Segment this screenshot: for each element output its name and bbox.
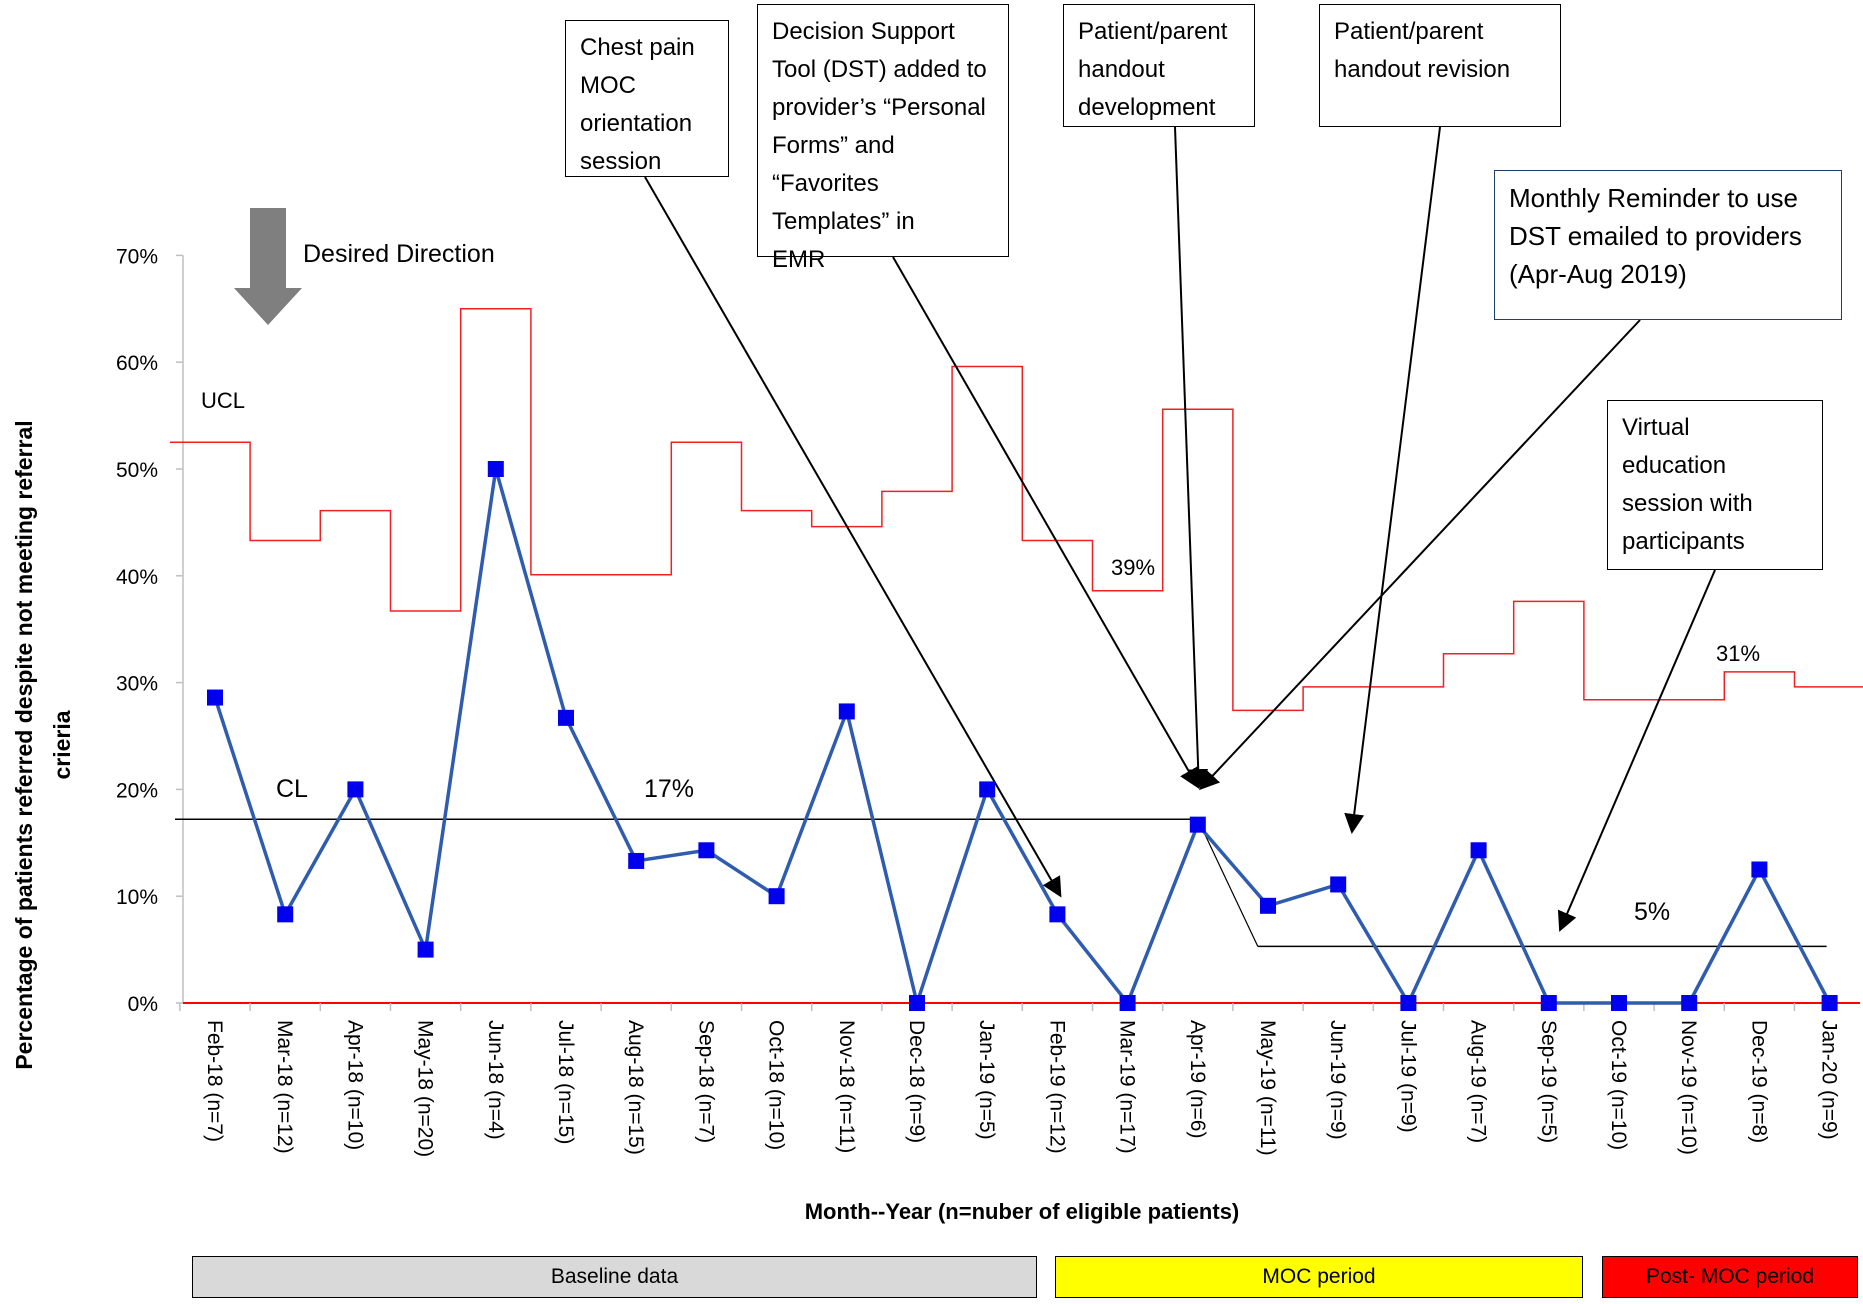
arrow-virtual-education [1557,569,1716,932]
data-point [698,842,715,859]
ucl-dec19-value-label: 31% [1716,641,1760,666]
x-tick-label: Jun-18 (n=4) [484,1020,507,1140]
y-axis-title-line1: Percentage of patients referred despite … [11,420,37,1069]
data-point [909,995,925,1011]
y-axis-title-line2: crieria [49,710,75,779]
data-point [277,906,294,923]
y-tick-label: 40% [116,566,158,589]
annotation-monthly-reminder: Monthly Reminder to use DST emailed to p… [1494,170,1842,320]
x-tick-label: Oct-19 (n=10) [1607,1020,1630,1150]
annotation-chest-pain: Chest pain MOC orientation session [565,20,729,177]
x-tick-label: Jan-19 (n=5) [975,1020,998,1140]
x-tick-label: Oct-18 (n=10) [765,1020,788,1150]
x-tick-label: Nov-18 (n=11) [835,1020,858,1153]
data-point [207,689,223,706]
y-tick-label: 50% [116,459,158,482]
arrow-dst [892,256,1199,789]
arrow-monthly-reminder [1199,319,1641,791]
desired-direction-label: Desired Direction [303,240,495,268]
annotation-dst: Decision Support Tool (DST) added to pro… [757,4,1009,273]
y-tick-label: 0% [128,993,158,1016]
data-point [1400,995,1417,1011]
ucl-line [169,308,1863,712]
cl-label: CL [276,775,308,803]
phase-moc: MOC period [1055,1256,1583,1298]
x-tick-label: Jul-19 (n=9) [1396,1020,1419,1133]
y-tick-label: 60% [116,352,158,375]
data-point [1540,995,1557,1011]
annotation-virtual-education: Virtual education session with participa… [1607,400,1823,570]
x-tick-label: Mar-19 (n=17) [1116,1020,1139,1154]
series-line [213,467,1832,1005]
annotation-handout-revision: Patient/parent handout revision [1319,4,1561,127]
y-tick-label: 20% [116,779,158,802]
arrow-handout-development [1174,126,1209,790]
cl-post-value-label: 5% [1634,898,1670,926]
x-tick-label: May-19 (n=11) [1256,1020,1279,1156]
x-tick-label: Sep-18 (n=7) [694,1020,717,1143]
x-tick-label: Jan-20 (n=9) [1818,1020,1841,1140]
cl-transition-line [1197,819,1259,947]
x-tick-label: May-18 (n=20) [414,1020,437,1157]
data-point [768,888,785,905]
data-point [1049,906,1066,923]
x-tick-label: Aug-19 (n=7) [1467,1020,1490,1143]
data-point [628,852,645,869]
data-point [979,781,996,798]
data-point [1751,861,1768,878]
ucl-label: UCL [201,388,245,413]
desired-direction-icon [234,208,302,325]
x-tick-label: Feb-18 (n=7) [203,1020,226,1142]
data-point [838,703,855,720]
data-point [1681,995,1698,1011]
x-tick-label: Nov-19 (n=10) [1677,1020,1700,1155]
cl-baseline-value-label: 17% [644,775,694,803]
data-point [1119,995,1136,1011]
y-tick-label: 30% [116,673,158,696]
arrow-handout-revision [1344,126,1441,834]
x-tick-label: Feb-19 (n=12) [1045,1020,1068,1154]
x-tick-label: Jun-19 (n=9) [1326,1020,1349,1140]
data-point [1260,897,1276,914]
data-point [1189,816,1206,833]
data-point [1611,995,1627,1011]
x-axis-title: Month--Year (n=nuber of eligible patient… [805,1199,1240,1224]
x-tick-label: Jul-18 (n=15) [554,1020,577,1144]
data-point [1821,995,1838,1011]
x-tick-label: Dec-19 (n=8) [1747,1020,1770,1143]
data-point [1470,842,1487,859]
phase-post-moc: Post- MOC period [1602,1256,1858,1298]
ucl-mar19-value-label: 39% [1111,555,1155,580]
data-point [487,461,504,477]
data-point [347,781,364,798]
phase-baseline: Baseline data [192,1256,1037,1298]
x-tick-label: Mar-18 (n=12) [273,1020,296,1154]
data-point [1330,876,1347,893]
y-tick-label: 70% [116,245,158,268]
x-tick-label: Sep-19 (n=5) [1537,1020,1560,1143]
data-point [558,709,574,726]
y-tick-label: 10% [116,886,158,909]
x-tick-label: Dec-18 (n=9) [905,1020,928,1143]
x-tick-label: Aug-18 (n=15) [624,1020,647,1155]
annotation-handout-development: Patient/parent handout development [1063,4,1255,127]
x-tick-label: Apr-18 (n=10) [343,1020,366,1150]
x-tick-label: Apr-19 (n=6) [1186,1020,1209,1138]
data-point [417,941,434,958]
arrow-chest-pain [644,176,1062,898]
